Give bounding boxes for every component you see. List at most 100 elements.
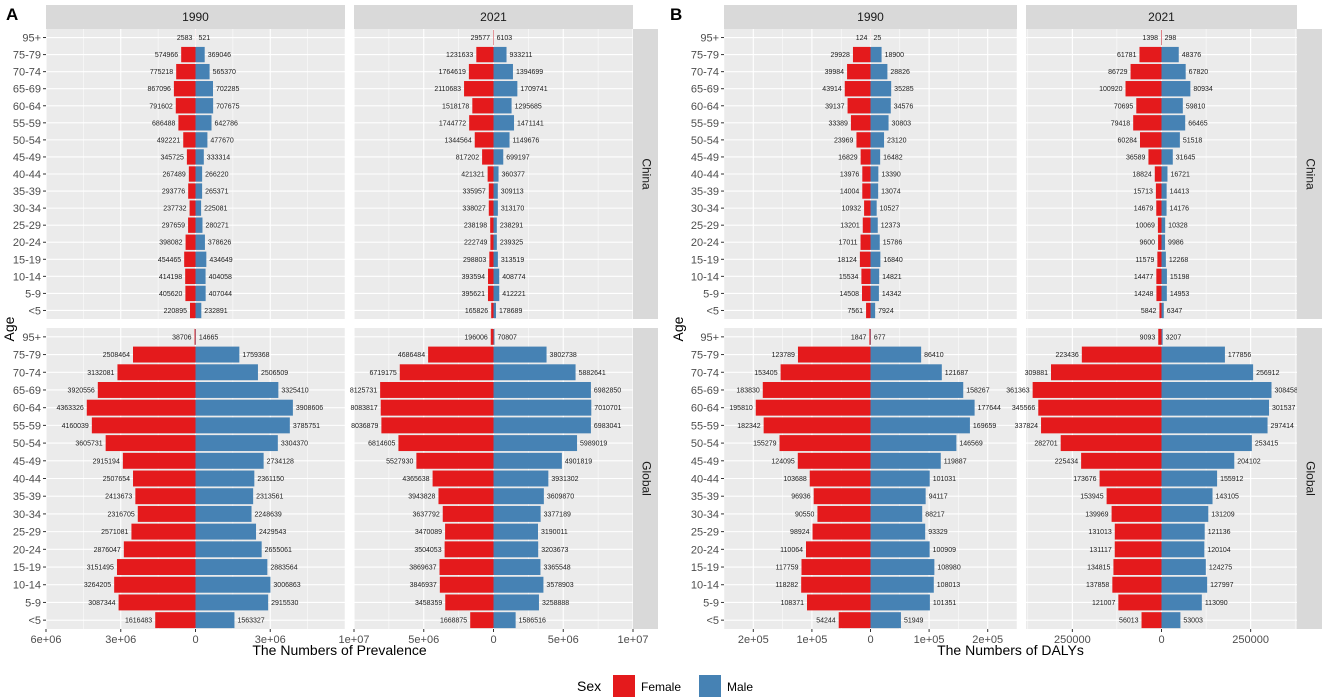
year-strip [724, 5, 1017, 29]
y-tick-label: 40-44 [13, 474, 41, 486]
data-label-male: 14821 [882, 274, 902, 281]
bar-female [1157, 217, 1162, 233]
x-tick-label: 0 [867, 634, 873, 646]
data-label-male: 2429543 [259, 529, 286, 536]
y-tick-label: 10-14 [13, 580, 41, 592]
data-label-male: 2883564 [270, 565, 297, 572]
data-label-female: 36589 [1126, 154, 1146, 161]
y-tick-label: 55-59 [13, 118, 41, 130]
data-label-male: 3802738 [550, 352, 577, 359]
data-label-male: 407044 [209, 291, 232, 298]
data-label-male: 6983041 [594, 423, 621, 430]
legend-label-female: Female [641, 680, 681, 694]
data-label-female: 11579 [1135, 257, 1154, 264]
data-label-male: 143105 [1216, 494, 1239, 501]
bar-female [469, 115, 494, 131]
data-label-male: 1709741 [520, 86, 547, 93]
bar-female [439, 576, 494, 593]
y-tick-label: 45-49 [13, 456, 41, 468]
data-label-male: 10527 [880, 206, 900, 213]
data-label-female: 345725 [161, 154, 184, 161]
y-tick-label: <5 [706, 615, 719, 627]
bar-female [1106, 488, 1162, 505]
data-label-female: 3637792 [412, 511, 439, 518]
bar-female [185, 268, 196, 285]
bar-female [1125, 81, 1162, 97]
bar-male [195, 505, 252, 522]
data-label-male: 308458 [1274, 387, 1297, 394]
year-strip-label: 2021 [480, 10, 507, 24]
bar-male [195, 166, 203, 182]
data-label-male: 12373 [881, 223, 901, 230]
data-label-male: 2506509 [261, 370, 288, 377]
bar-female [380, 382, 494, 398]
bar-male [195, 217, 203, 233]
bar-female [97, 382, 196, 398]
data-label-male: 3207 [1166, 334, 1182, 341]
data-label-female: 90550 [795, 511, 815, 518]
data-label-male: 178689 [499, 308, 522, 315]
y-axis-title: Age [1, 316, 17, 341]
bar-male [870, 285, 879, 302]
bar-female [114, 576, 196, 593]
data-label-male: 15198 [1170, 274, 1190, 281]
bar-male [493, 251, 498, 267]
data-label-male: 266220 [205, 172, 228, 179]
data-label-female: 173676 [1073, 476, 1096, 483]
bar-female [866, 302, 871, 319]
bar-female [847, 98, 871, 114]
x-tick-label: 0 [490, 634, 496, 646]
bar-male [195, 183, 203, 199]
y-tick-label: 45-49 [691, 456, 719, 468]
y-tick-label: 20-24 [691, 237, 719, 249]
year-strip-label: 1990 [182, 10, 209, 24]
data-label-male: 155912 [1220, 476, 1243, 483]
year-strip-label: 2021 [1148, 10, 1175, 24]
data-label-male: 6103 [497, 35, 513, 42]
y-axis-title: Age [670, 316, 686, 341]
y-tick-label: 75-79 [691, 350, 719, 362]
data-label-male: 146569 [959, 441, 982, 448]
bar-male [870, 217, 878, 233]
y-tick-label: 10-14 [13, 271, 41, 283]
data-label-female: 54244 [816, 618, 836, 625]
bar-female [173, 81, 196, 97]
data-label-female: 9600 [1139, 240, 1155, 247]
y-tick-label: 95+ [700, 33, 719, 45]
bar-male [493, 470, 549, 487]
data-label-male: 2361150 [257, 476, 284, 483]
data-label-female: 1398 [1142, 35, 1158, 42]
data-label-male: 699197 [506, 154, 529, 161]
bar-male [493, 452, 562, 469]
data-label-male: 13390 [881, 172, 901, 179]
bar-female [133, 470, 196, 487]
data-label-male: 5882641 [579, 370, 606, 377]
bar-female [797, 452, 871, 469]
data-label-female: 421321 [461, 172, 484, 179]
bar-female [176, 63, 196, 80]
bar-male [195, 268, 206, 285]
y-tick-label: 50-54 [691, 135, 719, 147]
bar-female [194, 328, 196, 345]
bar-male [493, 541, 539, 558]
data-label-male: 6982850 [594, 387, 621, 394]
data-label-female: 98924 [790, 529, 810, 536]
data-label-female: 18824 [1132, 172, 1152, 179]
region-strip-label: Global [1303, 461, 1317, 496]
data-label-female: 123789 [772, 352, 795, 359]
data-label-female: 131013 [1088, 529, 1111, 536]
bar-female [862, 183, 871, 199]
data-label-female: 103688 [783, 476, 806, 483]
data-label-female: 393594 [462, 274, 485, 281]
bar-female [183, 132, 196, 148]
data-label-male: 2734128 [267, 458, 294, 465]
bar-male [493, 46, 507, 63]
bar-male [493, 200, 498, 216]
data-label-female: 267489 [162, 172, 185, 179]
y-tick-label: 45-49 [13, 152, 41, 164]
bar-female [490, 217, 494, 233]
data-label-male: 204102 [1237, 458, 1260, 465]
bar-female [155, 612, 196, 629]
bar-female [185, 234, 196, 250]
bar-female [131, 523, 196, 540]
